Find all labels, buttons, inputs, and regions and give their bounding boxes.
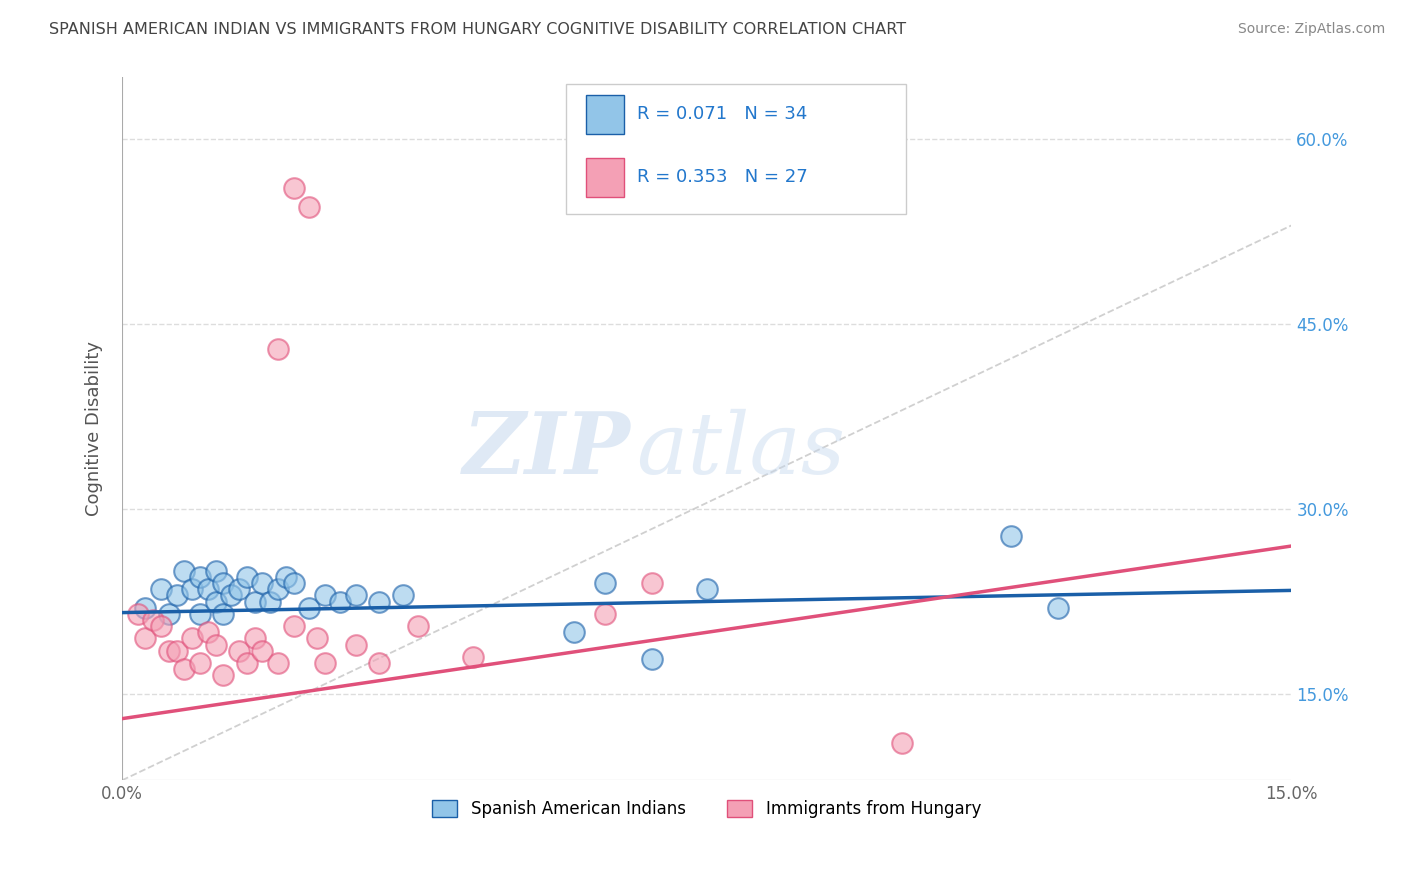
Point <box>243 632 266 646</box>
Point <box>595 576 617 591</box>
Text: R = 0.353   N = 27: R = 0.353 N = 27 <box>637 169 807 186</box>
Point <box>344 588 367 602</box>
Point <box>1000 529 1022 543</box>
Point <box>204 638 226 652</box>
Point <box>259 594 281 608</box>
Point <box>641 652 664 666</box>
Point <box>298 600 321 615</box>
Point <box>188 570 211 584</box>
FancyBboxPatch shape <box>567 85 905 214</box>
Point <box>157 644 180 658</box>
Point <box>243 594 266 608</box>
Point <box>134 600 156 615</box>
Text: R = 0.071   N = 34: R = 0.071 N = 34 <box>637 105 807 123</box>
Point <box>1046 600 1069 615</box>
Point <box>150 619 173 633</box>
Point <box>267 656 290 670</box>
Point <box>314 656 336 670</box>
Point <box>134 632 156 646</box>
Point <box>166 644 188 658</box>
Point <box>236 570 259 584</box>
Point <box>204 564 226 578</box>
Text: SPANISH AMERICAN INDIAN VS IMMIGRANTS FROM HUNGARY COGNITIVE DISABILITY CORRELAT: SPANISH AMERICAN INDIAN VS IMMIGRANTS FR… <box>49 22 907 37</box>
Point <box>890 736 912 750</box>
Point <box>236 656 259 670</box>
Point <box>252 576 274 591</box>
Point <box>157 607 180 621</box>
Point <box>368 594 391 608</box>
Point <box>181 582 204 597</box>
Point <box>283 181 305 195</box>
Point <box>305 632 328 646</box>
Point <box>197 582 219 597</box>
Point <box>173 662 195 676</box>
Point <box>267 582 290 597</box>
Point <box>283 576 305 591</box>
Point <box>252 644 274 658</box>
Point <box>150 582 173 597</box>
Point <box>595 607 617 621</box>
Point <box>197 625 219 640</box>
Point <box>408 619 430 633</box>
Point <box>212 668 235 682</box>
Point <box>267 342 290 356</box>
Point <box>219 588 242 602</box>
Text: Source: ZipAtlas.com: Source: ZipAtlas.com <box>1237 22 1385 37</box>
Point <box>166 588 188 602</box>
Point <box>127 607 149 621</box>
Point <box>204 594 226 608</box>
Point <box>283 619 305 633</box>
Point <box>188 656 211 670</box>
Point <box>212 576 235 591</box>
Point <box>188 607 211 621</box>
Point <box>298 200 321 214</box>
Point <box>181 632 204 646</box>
Point <box>142 613 165 627</box>
Y-axis label: Cognitive Disability: Cognitive Disability <box>86 342 103 516</box>
Point <box>274 570 297 584</box>
Point <box>212 607 235 621</box>
Text: atlas: atlas <box>637 409 846 491</box>
Text: ZIP: ZIP <box>463 409 631 491</box>
Point <box>173 564 195 578</box>
Legend: Spanish American Indians, Immigrants from Hungary: Spanish American Indians, Immigrants fro… <box>426 793 988 825</box>
Point <box>228 644 250 658</box>
Point <box>344 638 367 652</box>
Point <box>368 656 391 670</box>
FancyBboxPatch shape <box>586 95 624 134</box>
Point <box>461 650 484 665</box>
Point <box>562 625 585 640</box>
Point <box>228 582 250 597</box>
Point <box>641 576 664 591</box>
FancyBboxPatch shape <box>586 158 624 197</box>
Point <box>329 594 352 608</box>
Point <box>314 588 336 602</box>
Point <box>391 588 413 602</box>
Point <box>696 582 718 597</box>
